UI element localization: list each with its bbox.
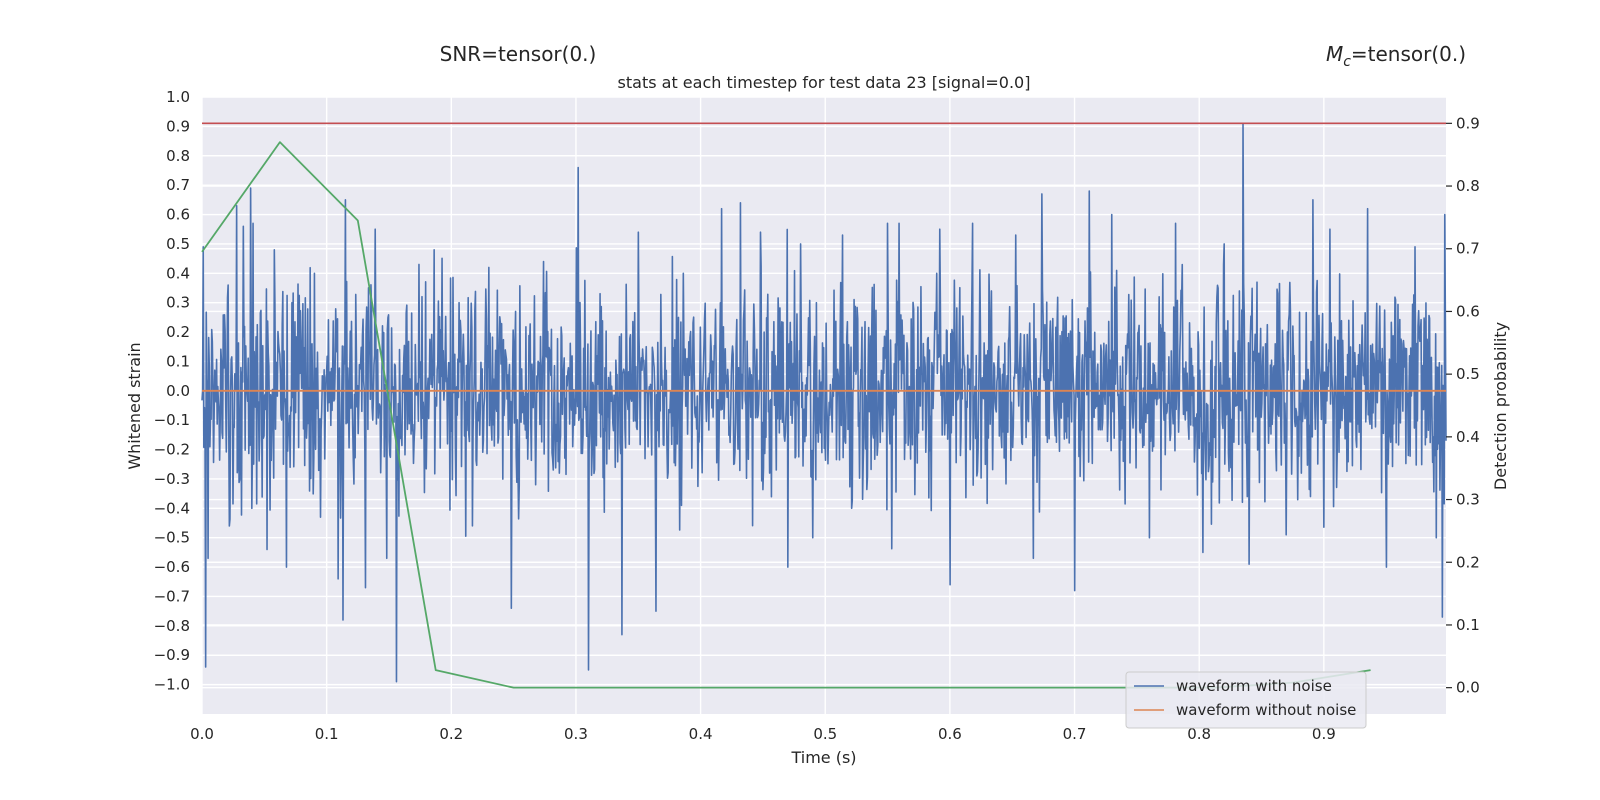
y-tick-label: 0.4 (166, 264, 190, 282)
x-tick-label: 0.9 (1312, 725, 1336, 743)
x-tick-label: 0.5 (813, 725, 837, 743)
y-tick-label: −1.0 (154, 676, 190, 694)
legend-label-waveform-without-noise: waveform without noise (1176, 701, 1356, 719)
y2-tick-label: 0.9 (1456, 114, 1480, 132)
mc-symbol: M (1326, 42, 1343, 66)
x-axis-label: Time (s) (790, 748, 856, 767)
x-tick-label: 0.1 (315, 725, 339, 743)
y-tick-label: −0.4 (154, 499, 190, 517)
y2-tick-label: 0.2 (1456, 553, 1480, 571)
x-tick-label: 0.3 (564, 725, 588, 743)
y2-tick-label: 0.6 (1456, 302, 1480, 320)
y-tick-label: 1.0 (166, 88, 190, 106)
y2-tick-label: 0.1 (1456, 616, 1480, 634)
x-tick-label: 0.4 (689, 725, 713, 743)
y-tick-label: 0.8 (166, 147, 190, 165)
y-tick-label: 0.5 (166, 235, 190, 253)
y2-axis-label: Detection probability (1491, 322, 1510, 490)
mc-label: Mc=tensor(0.) (1326, 42, 1466, 70)
y2-tick-label: 0.0 (1456, 679, 1480, 697)
x-tick-label: 0.2 (439, 725, 463, 743)
y2-tick-label: 0.8 (1456, 177, 1480, 195)
y-tick-label: 0.3 (166, 294, 190, 312)
snr-label: SNR=tensor(0.) (440, 42, 597, 66)
y-axis-label: Whitened strain (125, 342, 144, 469)
mc-subscript: c (1343, 54, 1351, 70)
y-tick-label: −0.3 (154, 470, 190, 488)
mc-value: =tensor(0.) (1351, 42, 1466, 66)
series-waveform-with-noise (201, 122, 1447, 683)
x-tick-label: 0.7 (1063, 725, 1087, 743)
y-tick-label: −0.6 (154, 558, 190, 576)
y-tick-label: 0.6 (166, 206, 190, 224)
y-tick-label: −0.7 (154, 587, 190, 605)
y-tick-label: −0.1 (154, 411, 190, 429)
legend-box (1125, 671, 1367, 729)
y-tick-label: −0.5 (154, 529, 190, 547)
y2-tick-label: 0.3 (1456, 491, 1480, 509)
y-tick-label: −0.2 (154, 441, 190, 459)
y-tick-label: 0.2 (166, 323, 190, 341)
x-tick-label: 0.8 (1187, 725, 1211, 743)
x-axis-ticks: 0.0 0.1 0.2 0.3 0.4 0.5 0.6 0.7 0.8 0.9 (190, 725, 1336, 743)
x-tick-label: 0.6 (938, 725, 962, 743)
y-tick-label: 0.0 (166, 382, 190, 400)
y2-tick-label: 0.4 (1456, 428, 1480, 446)
legend-label-waveform-with-noise: waveform with noise (1176, 677, 1332, 695)
x-tick-label: 0.0 (190, 725, 214, 743)
y-tick-label: 0.9 (166, 117, 190, 135)
y2-axis-ticks: 0.9 0.8 0.7 0.6 0.5 0.4 0.3 0.2 0.1 0.0 (1446, 114, 1480, 697)
y2-tick-label: 0.7 (1456, 240, 1480, 258)
chart-title: stats at each timestep for test data 23 … (618, 73, 1031, 92)
y-tick-label: −0.9 (154, 646, 190, 664)
y2-tick-label: 0.5 (1456, 365, 1480, 383)
y-tick-label: 0.7 (166, 176, 190, 194)
y-tick-label: −0.8 (154, 617, 190, 635)
y-tick-label: 0.1 (166, 352, 190, 370)
legend: waveform with noise waveform without noi… (1125, 671, 1367, 729)
y-axis-ticks: 1.0 0.9 0.8 0.7 0.6 0.5 0.4 0.3 0.2 0.1 0.0 −0.1 −0.… (154, 88, 190, 694)
